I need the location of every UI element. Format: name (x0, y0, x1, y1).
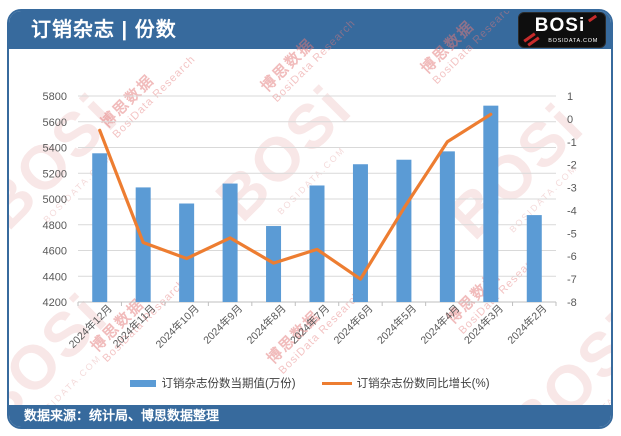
left-axis-tick-label: 4400 (43, 271, 67, 283)
bar (222, 183, 238, 302)
x-axis-label: 2024年2月 (505, 302, 550, 347)
left-axis-tick-label: 5000 (43, 194, 67, 206)
x-axis-label: 2024年7月 (287, 302, 332, 347)
bar (352, 164, 368, 302)
bar-swatch-icon (130, 379, 157, 387)
x-axis-label: 2024年4月 (418, 302, 463, 347)
left-axis-tick-label: 5800 (43, 91, 67, 103)
right-axis-tick-label: -5 (567, 228, 577, 240)
x-axis-label: 2024年11月 (110, 302, 158, 350)
page-title: 订销杂志 | 份数 (31, 19, 177, 41)
data-source-note: 数据来源：统计局、博思数据整理 (24, 408, 220, 423)
left-axis-tick-label: 5600 (43, 117, 67, 129)
logo-domain: BOSIDATA.COM (548, 38, 598, 44)
right-axis-tick-label: 1 (567, 91, 573, 103)
footer-bar: 数据来源：统计局、博思数据整理 (9, 405, 611, 427)
logo-wordmark: BOSi (534, 15, 586, 36)
legend-label: 订销杂志份数当期值(万份) (161, 378, 296, 390)
right-axis-tick-label: -3 (567, 183, 577, 195)
right-axis-tick-label: -6 (567, 251, 577, 263)
left-axis-tick-label: 4800 (43, 220, 67, 232)
bar (483, 105, 499, 302)
bar (92, 153, 108, 302)
x-axis-label: 2024年12月 (66, 302, 115, 351)
right-axis-tick-label: -2 (567, 160, 577, 172)
x-axis-label: 2024年10月 (153, 302, 202, 351)
trend-line (98, 112, 493, 281)
legend-label: 订销杂志份数同比增长(%) (356, 378, 490, 390)
right-axis-tick-label: -4 (567, 205, 577, 217)
line-swatch-icon (321, 381, 352, 385)
bar (439, 151, 455, 302)
x-axis-label: 2024年9月 (201, 302, 246, 347)
legend: 订销杂志份数当期值(万份) 订销杂志份数同比增长(%) (9, 375, 611, 391)
bar (135, 187, 151, 302)
x-axis-label: 2024年3月 (461, 302, 506, 347)
left-axis-tick-label: 4600 (43, 246, 67, 258)
bosi-logo: BOSi BOSIDATA.COM (518, 12, 606, 48)
right-axis-tick-label: 0 (567, 114, 573, 126)
right-axis-tick-label: -7 (567, 274, 577, 286)
legend-item-bar: 订销杂志份数当期值(万份) (130, 375, 296, 391)
right-axis-tick-label: -8 (567, 297, 577, 309)
left-axis-tick-label: 4200 (43, 297, 67, 309)
right-axis-tick-label: -1 (567, 137, 577, 149)
header-bar: 订销杂志 | 份数 BOSi BOSIDATA.COM (9, 11, 611, 49)
x-axis-label: 2024年5月 (374, 302, 419, 347)
legend-item-line: 订销杂志份数同比增长(%) (321, 375, 490, 391)
bar (309, 185, 325, 302)
x-axis-label: 2024年8月 (244, 302, 289, 347)
bar (526, 215, 542, 302)
left-axis-tick-label: 5400 (43, 143, 67, 155)
chart-canvas: 4200 4400 4600 4800 5000 5200 5400 5600 5800 1 0 -1… (43, 91, 577, 351)
bar (179, 203, 195, 302)
left-axis-tick-label: 5200 (43, 168, 67, 180)
report-card: 订销杂志 | 份数 BOSi BOSIDATA.COM BOSi BOSIDAT… (7, 9, 613, 429)
bar (396, 159, 412, 302)
x-axis-label: 2024年6月 (331, 302, 376, 347)
